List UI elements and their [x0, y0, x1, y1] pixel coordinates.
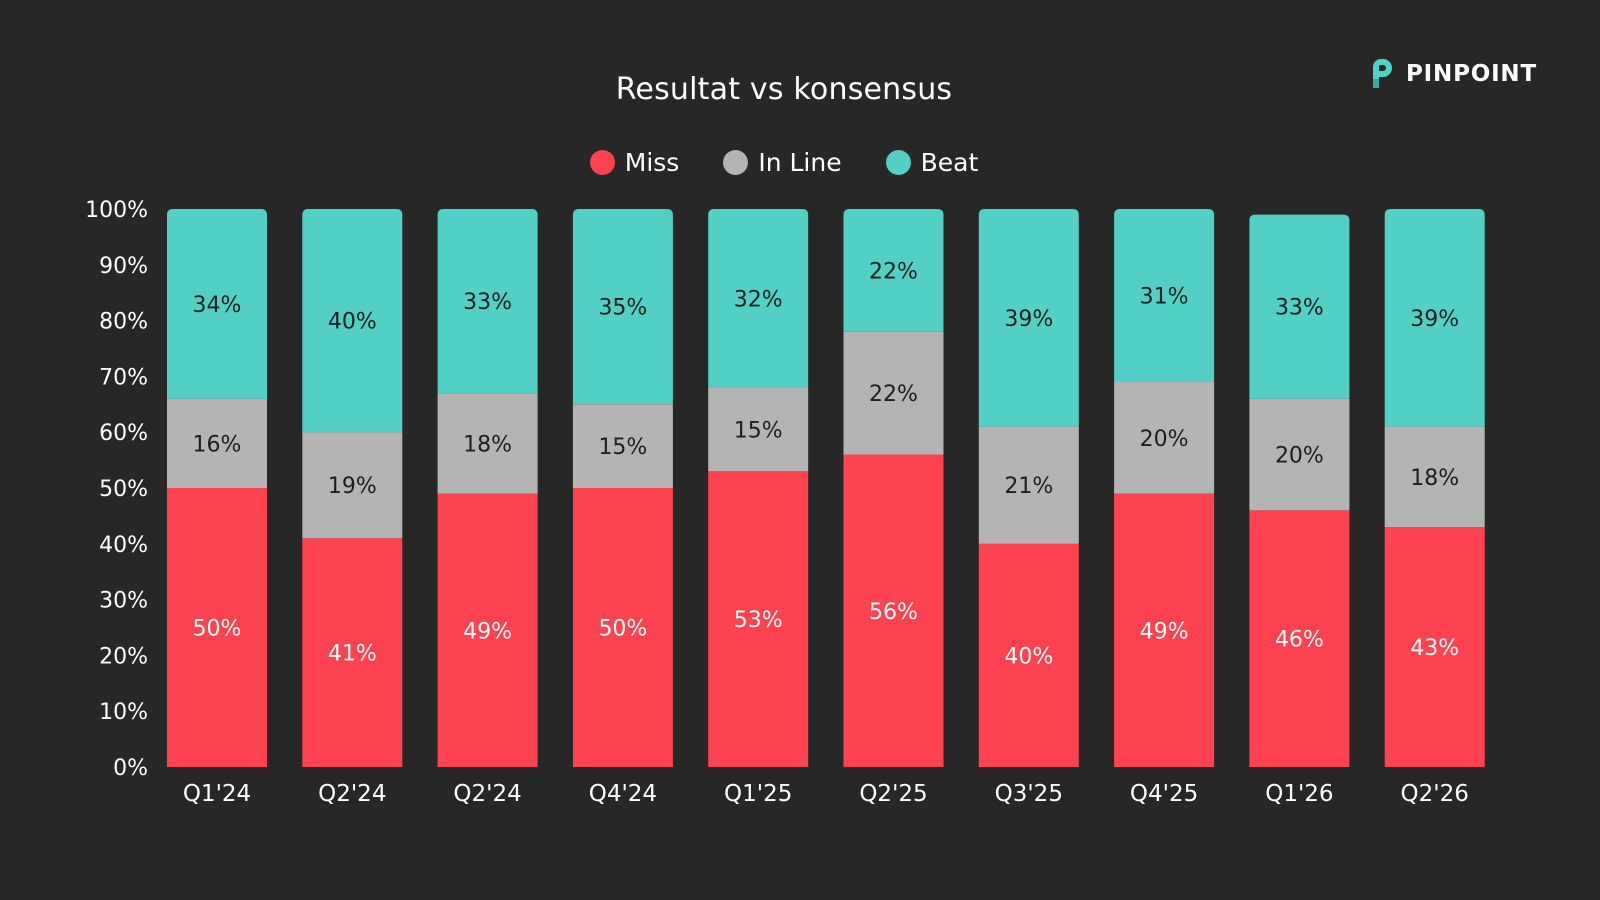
data-label-miss: 56%	[869, 600, 918, 625]
y-tick-label: 70%	[99, 365, 148, 390]
x-tick-label: Q2'24	[453, 781, 521, 807]
x-tick-label: Q2'24	[318, 781, 386, 807]
legend-label-beat: Beat	[920, 148, 979, 177]
bar-segment-in-line	[1114, 381, 1215, 494]
y-tick-label: 100%	[85, 198, 148, 223]
bar-segment-miss	[1114, 493, 1215, 767]
data-label-in-line: 15%	[598, 435, 647, 460]
bar-segment-beat	[708, 209, 809, 388]
x-tick-label: Q3'25	[995, 781, 1063, 807]
data-label-miss: 40%	[1004, 644, 1053, 669]
y-tick-label: 80%	[99, 310, 148, 335]
bar-segment-beat	[572, 209, 673, 405]
legend-swatch-beat	[885, 150, 911, 175]
bar-segment-beat	[302, 209, 403, 433]
legend-item-miss: Miss	[589, 148, 680, 177]
x-tick-label: Q2'26	[1401, 781, 1469, 807]
y-tick-label: 90%	[99, 254, 148, 279]
bar-segment-miss	[437, 493, 538, 767]
bar-segment-beat	[1384, 209, 1485, 427]
chart-legend: Miss In Line Beat	[0, 148, 1568, 177]
y-tick-label: 30%	[99, 589, 148, 614]
y-tick-label: 50%	[99, 477, 148, 502]
data-label-in-line: 20%	[1275, 444, 1324, 469]
data-label-beat: 39%	[1410, 307, 1459, 332]
data-label-in-line: 15%	[734, 418, 783, 443]
x-tick-label: Q4'25	[1130, 781, 1198, 807]
data-label-beat: 39%	[1004, 307, 1053, 332]
brand-name: PINPOINT	[1406, 61, 1537, 87]
legend-item-beat: Beat	[885, 148, 979, 177]
data-label-in-line: 18%	[1410, 466, 1459, 491]
bar-segment-beat	[843, 209, 944, 332]
x-tick-label: Q2'25	[859, 781, 927, 807]
y-tick-label: 20%	[99, 644, 148, 669]
data-label-in-line: 22%	[869, 382, 918, 407]
bar-segment-miss	[708, 471, 809, 767]
data-label-beat: 33%	[1275, 296, 1324, 321]
data-label-beat: 34%	[193, 293, 242, 318]
bar-segment-miss	[167, 488, 267, 767]
data-label-miss: 49%	[463, 619, 512, 644]
bar-segment-miss	[302, 538, 403, 767]
legend-label-miss: Miss	[624, 148, 680, 177]
data-label-beat: 22%	[869, 259, 918, 284]
bar-segment-in-line	[1384, 426, 1485, 528]
bar-segment-in-line	[1249, 398, 1350, 511]
legend-label-in-line: In Line	[758, 148, 842, 177]
bar-segment-beat	[1114, 209, 1215, 382]
data-label-in-line: 16%	[193, 432, 242, 457]
data-label-in-line: 18%	[463, 432, 512, 457]
x-tick-label: Q1'25	[724, 781, 792, 807]
pinpoint-logo-icon	[1373, 59, 1392, 88]
bar-segment-beat	[167, 209, 267, 399]
bar-segment-miss	[1249, 510, 1350, 767]
bar-segment-miss	[978, 543, 1079, 767]
data-label-miss: 41%	[328, 642, 377, 667]
bar-segment-in-line	[708, 387, 809, 472]
data-label-beat: 33%	[463, 290, 512, 315]
data-label-miss: 53%	[734, 608, 783, 633]
data-label-in-line: 20%	[1140, 427, 1189, 452]
legend-swatch-in-line	[723, 150, 749, 175]
y-tick-label: 10%	[99, 700, 148, 725]
data-label-beat: 31%	[1140, 284, 1189, 309]
bar-segment-beat	[1249, 214, 1350, 399]
data-label-beat: 32%	[734, 287, 783, 312]
bar-segment-in-line	[167, 398, 267, 488]
bar-segment-in-line	[572, 404, 673, 488]
legend-swatch-miss	[589, 150, 615, 175]
bar-segment-in-line	[843, 331, 944, 455]
data-label-miss: 50%	[598, 617, 647, 642]
data-label-miss: 49%	[1140, 619, 1189, 644]
data-label-miss: 50%	[193, 617, 242, 642]
y-tick-label: 60%	[99, 421, 148, 446]
y-tick-label: 40%	[99, 533, 148, 558]
data-label-beat: 35%	[598, 296, 647, 321]
bar-segment-miss	[572, 488, 673, 767]
brand-logo: PINPOINT	[1370, 58, 1537, 90]
y-tick-label: 0%	[113, 756, 148, 781]
bar-segment-miss	[843, 454, 944, 767]
chart-title: Resultat vs konsensus	[615, 72, 953, 107]
data-label-in-line: 21%	[1004, 474, 1053, 499]
legend-item-in-line: In Line	[723, 148, 842, 177]
bar-segment-miss	[1384, 527, 1485, 767]
bar-segment-in-line	[302, 432, 403, 539]
x-tick-label: Q1'26	[1265, 781, 1333, 807]
x-tick-label: Q4'24	[589, 781, 657, 807]
bar-segment-in-line	[978, 426, 1079, 544]
x-tick-label: Q1'24	[183, 781, 251, 807]
bar-segment-in-line	[437, 393, 538, 494]
data-label-miss: 46%	[1275, 628, 1324, 653]
data-label-in-line: 19%	[328, 474, 377, 499]
bar-segment-beat	[437, 209, 538, 394]
data-label-beat: 40%	[328, 310, 377, 335]
data-label-miss: 43%	[1410, 636, 1459, 661]
bar-segment-beat	[978, 209, 1079, 427]
